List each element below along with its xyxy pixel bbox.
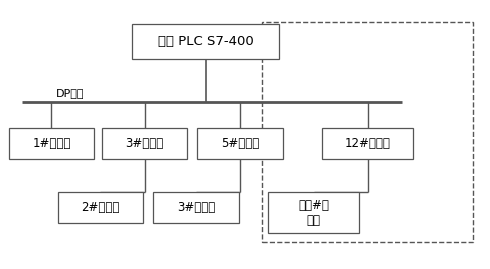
- Bar: [153, 192, 239, 223]
- Text: 5#远程站: 5#远程站: [221, 137, 259, 150]
- Text: 3#远程站: 3#远程站: [177, 201, 215, 214]
- Text: 12#远程站: 12#远程站: [344, 137, 391, 150]
- Text: 其它#远
程站: 其它#远 程站: [298, 199, 329, 226]
- Bar: [322, 129, 413, 159]
- Text: 2#远程站: 2#远程站: [81, 201, 120, 214]
- Text: 辗缝 PLC S7-400: 辗缝 PLC S7-400: [158, 35, 254, 48]
- Bar: [58, 192, 143, 223]
- Text: 3#远程站: 3#远程站: [125, 137, 164, 150]
- Bar: [102, 129, 187, 159]
- Bar: [197, 129, 283, 159]
- Bar: [269, 192, 359, 233]
- Bar: [9, 129, 94, 159]
- Bar: [262, 22, 473, 242]
- Text: 1#远程站: 1#远程站: [32, 137, 71, 150]
- Bar: [132, 24, 279, 59]
- Text: DP通讯: DP通讯: [56, 88, 85, 98]
